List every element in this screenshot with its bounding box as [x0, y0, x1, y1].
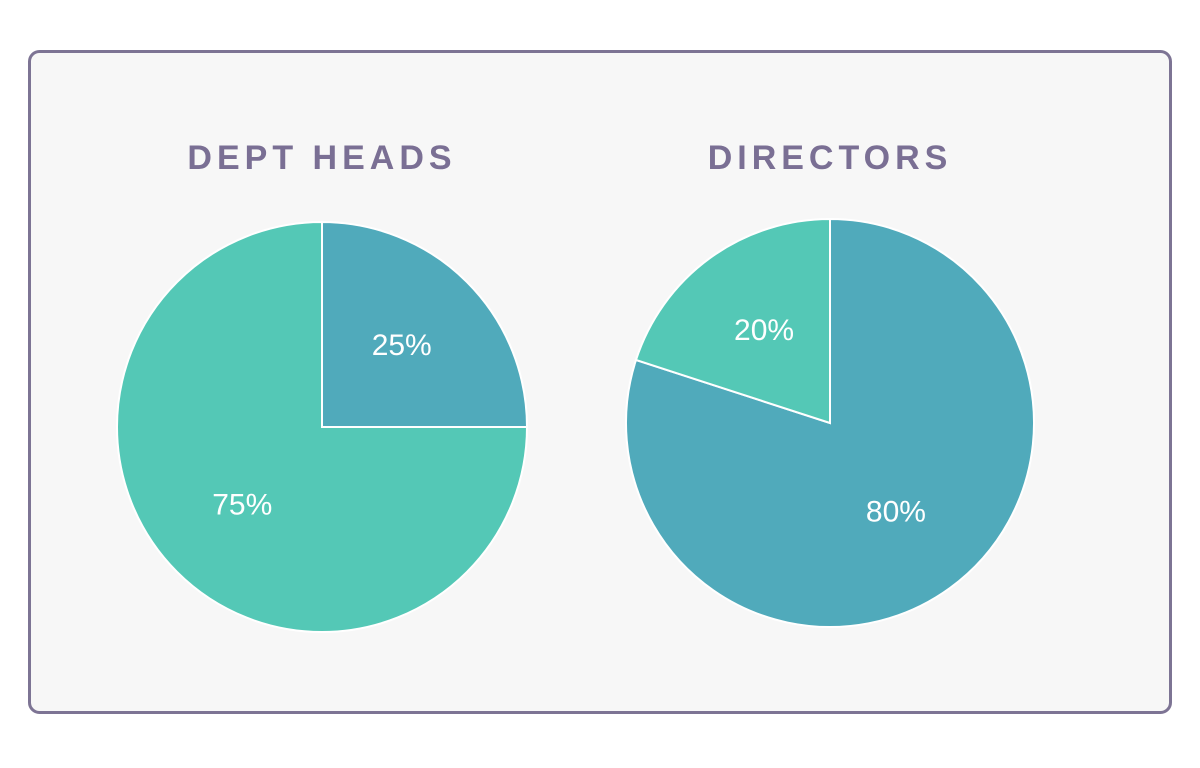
slice-label: 80%	[866, 496, 926, 529]
pie-slice	[634, 217, 831, 425]
chart-title: DEPT HEADS	[187, 139, 456, 177]
chart-title: DIRECTORS	[708, 139, 953, 177]
pie-slice	[116, 220, 529, 633]
pie-slice	[321, 220, 529, 428]
slice-label: 75%	[212, 489, 272, 522]
slice-label: 20%	[734, 314, 794, 347]
slice-label: 25%	[372, 329, 432, 362]
